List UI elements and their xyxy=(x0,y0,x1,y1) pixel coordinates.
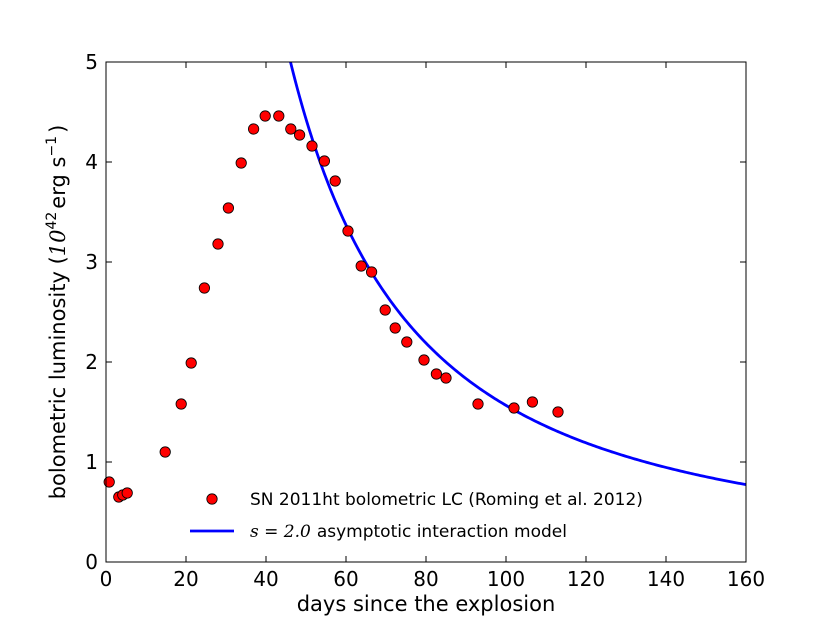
data-point xyxy=(248,123,260,135)
x-tick-label: 120 xyxy=(567,567,605,591)
y-axis-title-base: 10 xyxy=(46,230,70,257)
y-tick-label: 2 xyxy=(85,350,98,374)
x-tick-label: 40 xyxy=(253,567,278,591)
data-point xyxy=(355,260,367,272)
x-tick-label: 140 xyxy=(647,567,685,591)
data-point xyxy=(472,398,484,410)
data-point xyxy=(526,396,539,408)
y-tick-label: 0 xyxy=(85,550,98,574)
data-point xyxy=(222,202,234,214)
data-point xyxy=(235,157,247,169)
data-point xyxy=(329,175,341,187)
data-point xyxy=(293,129,306,141)
legend: SN 2011ht bolometric LC (Roming et al. 2… xyxy=(190,490,643,542)
data-point xyxy=(342,225,354,237)
data-point xyxy=(273,110,285,122)
data-point xyxy=(552,406,564,418)
data-point xyxy=(103,476,115,488)
x-tick-label: 20 xyxy=(173,567,198,591)
x-tick-label: 80 xyxy=(413,567,438,591)
x-tick-label: 60 xyxy=(333,567,358,591)
legend-label-line-rest: asymptotic interaction model xyxy=(317,522,567,542)
data-point xyxy=(508,402,520,414)
y-tick-label: 3 xyxy=(85,250,98,274)
data-point xyxy=(159,446,171,458)
y-axis-title-unit-exp: −1 xyxy=(44,136,60,157)
data-point xyxy=(365,266,378,278)
x-tick-label: 0 xyxy=(100,567,113,591)
legend-marker-scatter xyxy=(206,493,218,505)
plot-background xyxy=(106,62,746,562)
data-point xyxy=(430,368,442,380)
data-point xyxy=(212,238,224,250)
data-point xyxy=(401,336,413,348)
data-point xyxy=(440,372,452,384)
x-axis-title: days since the explosion xyxy=(297,592,556,616)
y-tick-label: 5 xyxy=(85,50,98,74)
axis-ticks: 0 20 40 60 80 100 120 140 160 0 1 2 3 4 5 xyxy=(85,50,765,591)
y-tick-label: 4 xyxy=(85,150,98,174)
y-tick-label: 1 xyxy=(85,450,98,474)
data-point xyxy=(175,398,187,410)
x-tick-label: 100 xyxy=(487,567,525,591)
y-axis-title-prefix: bolometric luminosity ( xyxy=(46,256,70,499)
data-point xyxy=(121,487,133,499)
y-axis-title: bolometric luminosity (1042 erg s−1) xyxy=(44,125,70,500)
data-point xyxy=(318,155,330,167)
legend-label-line-math: s = 2.0 xyxy=(250,522,311,542)
legend-label-line: s = 2.0 asymptotic interaction model xyxy=(250,522,567,542)
y-axis-title-exp: 42 xyxy=(44,212,60,230)
data-point xyxy=(285,123,297,135)
x-tick-label: 160 xyxy=(727,567,765,591)
y-axis-title-suffix: ) xyxy=(46,125,70,133)
data-point xyxy=(198,282,210,294)
data-point xyxy=(379,304,391,316)
data-point xyxy=(418,354,430,366)
data-point xyxy=(259,110,271,122)
data-point xyxy=(306,140,318,152)
scatter-points xyxy=(103,110,564,503)
data-point xyxy=(389,322,401,334)
legend-label-scatter: SN 2011ht bolometric LC (Roming et al. 2… xyxy=(250,490,643,510)
data-point xyxy=(185,357,197,369)
y-axis-title-unit: erg s xyxy=(46,157,70,209)
